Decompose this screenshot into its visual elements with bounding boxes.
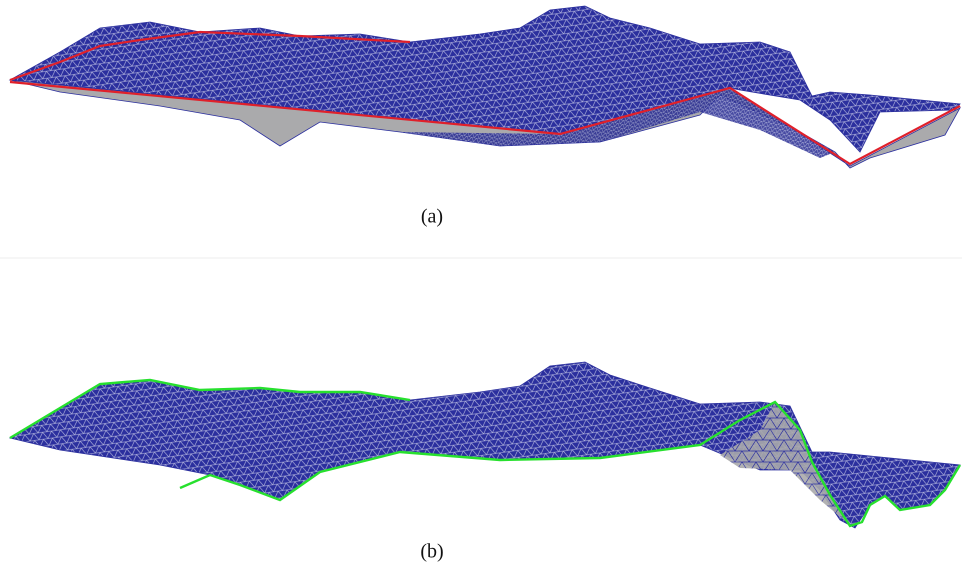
caption: (a) <box>421 206 443 228</box>
caption: (b) <box>420 541 443 563</box>
mesh-surface <box>10 362 960 528</box>
mesh-panel-b: (b) <box>10 362 960 563</box>
page: {"panels": [{"caption": "(a)"}, {"captio… <box>0 0 962 568</box>
figure: (a) (b) <box>0 0 962 568</box>
mesh-panel-a: (a) <box>10 6 960 228</box>
